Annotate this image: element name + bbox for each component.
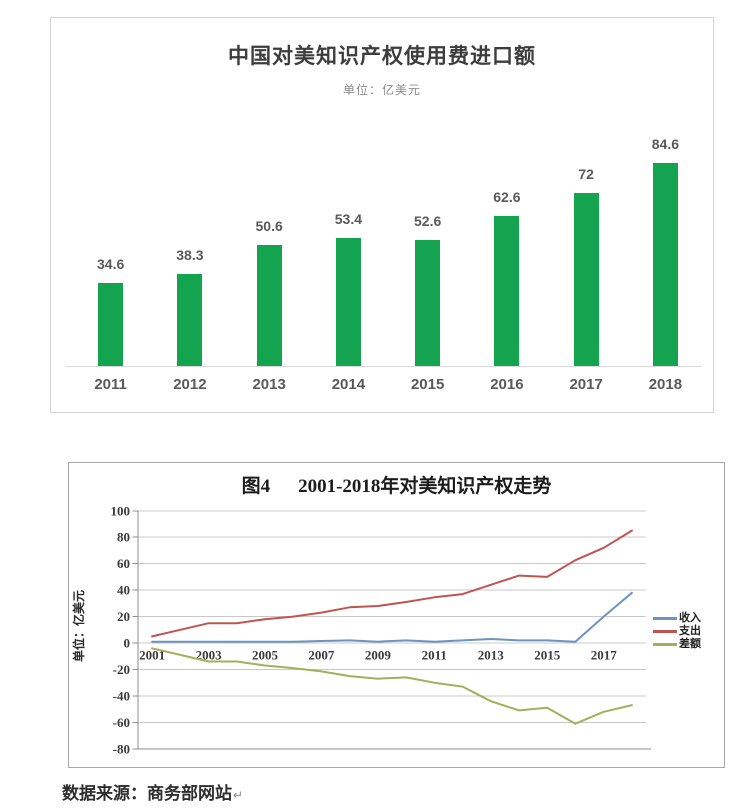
bar-2018 (652, 162, 678, 366)
bar-x-label-2013: 2013 (252, 376, 286, 393)
bar-2012 (177, 274, 203, 366)
line-chart-panel: 图4 2001-2018年对美知识产权走势 100 80 60 40 20 0 -20 -40 -… (68, 462, 725, 768)
line-chart-legend: 收入 支出 差额 (653, 612, 701, 651)
y-tick-label-80: 80 (117, 530, 130, 545)
bar-2016 (494, 215, 520, 366)
bar-value-label: 72 (578, 166, 594, 183)
legend-swatch-expenditure (653, 630, 677, 633)
y-tick-label--80: -80 (113, 741, 130, 756)
line-chart-title-text: 2001-2018年对美知识产权走势 (298, 476, 552, 497)
bar-value-label: 62.6 (493, 188, 521, 205)
line-chart-plot: 100 80 60 40 20 0 -20 -40 -60 -80 2001 2003 2005 2007… (71, 503, 651, 756)
legend-label-income: 收入 (679, 612, 701, 624)
x-tick-label-2013: 2013 (478, 648, 505, 663)
y-tick-label--20: -20 (113, 662, 130, 677)
legend-label-balance: 差额 (679, 638, 701, 650)
bar-2015 (415, 239, 441, 366)
bar-value-label: 84.6 (651, 135, 679, 152)
bar-slot-2013: 50.6 (230, 118, 309, 366)
y-tick-label-40: 40 (117, 583, 130, 598)
x-tick-label-2017: 2017 (591, 648, 618, 663)
y-tick-label-0: 0 (124, 636, 131, 651)
y-tick-label--40: -40 (113, 688, 130, 703)
x-tick-label-2009: 2009 (365, 648, 392, 663)
y-tick-label--60: -60 (113, 715, 130, 730)
bar-slot-2017: 72 (547, 118, 626, 366)
bar-2011 (98, 282, 124, 366)
bar-chart-baseline (65, 366, 701, 367)
y-axis-title: 单位：亿美元 (71, 590, 86, 662)
x-tick-label-2015: 2015 (534, 648, 561, 663)
bar-x-label-2018: 2018 (648, 376, 683, 393)
bar-slot-2012: 38.3 (150, 118, 229, 366)
bar-chart-plot-area: 34.6 38.3 50.6 53.4 52.6 62.6 72 84.6 (71, 118, 705, 366)
bar-slot-2014: 53.4 (309, 118, 388, 366)
bar-2014 (335, 237, 361, 366)
bar-x-label-2011: 2011 (94, 376, 127, 393)
source-note: 数据来源：商务部网站↵ (62, 779, 243, 804)
bar-chart-panel: 中国对美知识产权使用费进口额 单位：亿美元 34.6 38.3 50.6 53.4 52… (50, 17, 714, 413)
legend-item-expenditure: 支出 (653, 625, 701, 638)
legend-label-expenditure: 支出 (679, 625, 701, 637)
series-line-expenditure (151, 529, 633, 638)
series-line-income (151, 591, 633, 643)
series-line-balance (151, 647, 633, 725)
source-note-text: 数据来源：商务部网站 (62, 784, 232, 803)
bar-value-label: 52.6 (414, 212, 442, 229)
bar-slot-2011: 34.6 (71, 118, 150, 366)
paragraph-return-mark: ↵ (233, 788, 244, 802)
bar-chart-title: 中国对美知识产权使用费进口额 (228, 45, 536, 68)
legend-swatch-income (653, 617, 677, 620)
x-tick-label-2003: 2003 (196, 648, 223, 663)
bar-slot-2016: 62.6 (467, 118, 546, 366)
bar-value-label: 53.4 (334, 210, 362, 227)
x-tick-label-2007: 2007 (308, 648, 335, 663)
x-tick-label-2001: 2001 (139, 648, 165, 663)
bar-slot-2018: 84.6 (626, 118, 705, 366)
legend-item-balance: 差额 (653, 638, 701, 651)
bar-value-label: 50.6 (255, 217, 283, 234)
bar-chart-unit-subtitle: 单位：亿美元 (342, 83, 421, 97)
y-tick-label-100: 100 (111, 503, 131, 518)
bar-chart-x-axis: 2011 2012 2013 2014 2015 2016 2017 2018 (71, 376, 705, 393)
bar-x-label-2017: 2017 (569, 376, 603, 393)
x-tick-label-2005: 2005 (252, 648, 279, 663)
x-tick-label-2011: 2011 (422, 648, 447, 663)
bar-2017 (573, 193, 599, 366)
bar-x-label-2014: 2014 (331, 376, 366, 393)
bar-slot-2015: 52.6 (388, 118, 467, 366)
bar-value-label: 34.6 (97, 255, 125, 272)
legend-item-income: 收入 (653, 612, 701, 625)
line-chart-title: 图4 2001-2018年对美知识产权走势 (69, 471, 724, 498)
bar-value-label: 38.3 (176, 247, 204, 264)
bar-x-label-2012: 2012 (173, 376, 207, 393)
y-tick-label-60: 60 (117, 556, 130, 571)
bar-x-label-2015: 2015 (410, 376, 445, 393)
bar-x-label-2016: 2016 (490, 376, 524, 393)
line-chart-figure-number: 图4 (241, 476, 271, 497)
legend-swatch-balance (653, 643, 677, 646)
y-tick-label-20: 20 (117, 609, 130, 624)
bar-2013 (256, 244, 282, 366)
